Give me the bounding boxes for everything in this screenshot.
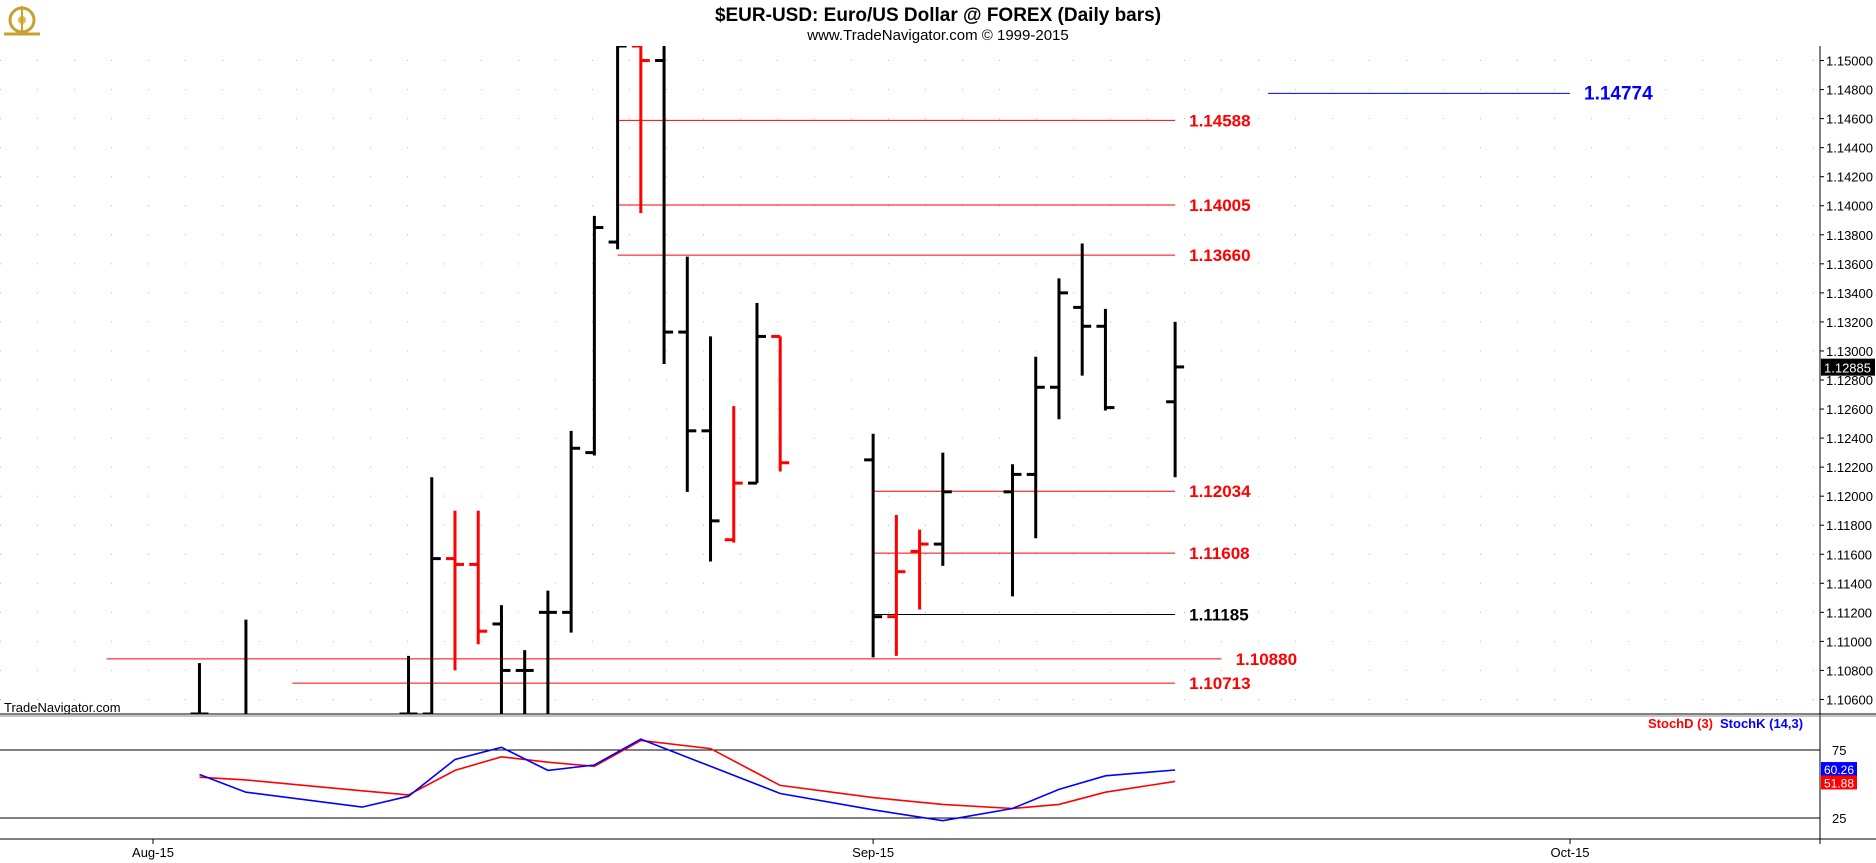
y-tick-label: 1.13000 — [1826, 344, 1873, 359]
copyright-text: www.TradeNavigator.com © 1999-2015 — [806, 27, 1068, 44]
stoch-ref-label: 75 — [1832, 743, 1846, 758]
level-label: 1.14588 — [1189, 111, 1250, 130]
logo — [4, 6, 40, 36]
level-label: 1.11185 — [1189, 606, 1249, 625]
y-tick-label: 1.14400 — [1826, 141, 1873, 156]
stochd-line — [199, 739, 1176, 810]
stochk-value-label: 60.26 — [1824, 763, 1854, 777]
y-tick-label: 1.14200 — [1826, 170, 1873, 185]
level-label: 1.10880 — [1236, 650, 1297, 669]
level-label: 1.14005 — [1189, 196, 1250, 215]
price-panel: 1.10600 1.10800 1.11000 1.11200 1.11400 1.116… — [0, 46, 1876, 844]
y-tick-label: 1.14600 — [1826, 112, 1873, 127]
y-tick-label: 1.11800 — [1826, 518, 1872, 533]
y-tick-label: 1.12600 — [1826, 402, 1873, 417]
ohlc-bar — [585, 215, 604, 456]
stochk-value-tag — [1821, 762, 1857, 777]
y-tick-label: 1.12000 — [1826, 489, 1873, 504]
ohlc-bar — [445, 510, 464, 671]
y-tick-label: 1.13400 — [1826, 286, 1873, 301]
ohlc-bar — [887, 515, 906, 656]
ohlc-bars — [190, 46, 1185, 714]
ohlc-bar — [771, 334, 790, 472]
y-tick-label: 1.11600 — [1826, 547, 1872, 562]
ohlc-bar — [910, 529, 929, 610]
y-tick-label: 1.13200 — [1826, 315, 1873, 330]
stochd-value-tag — [1821, 775, 1857, 790]
ohlc-bar — [190, 663, 209, 714]
ohlc-bar — [244, 619, 248, 714]
stochk-line — [199, 738, 1176, 822]
level-label: 1.14774 — [1584, 83, 1653, 104]
ohlc-bar — [631, 46, 650, 213]
last-price-tag — [1821, 358, 1875, 376]
y-tick-label: 1.11000 — [1826, 634, 1872, 649]
ohlc-bar — [1166, 321, 1185, 478]
ohlc-bar — [864, 433, 883, 658]
ohlc-bar — [399, 655, 418, 714]
level-label: 1.11608 — [1189, 544, 1250, 563]
legend-stochd: StochD (3) — [1648, 716, 1713, 731]
y-tick-label: 1.10600 — [1826, 692, 1873, 707]
y-tick-label: 1.13800 — [1826, 228, 1873, 243]
ohlc-bar — [1073, 243, 1092, 376]
ohlc-bar — [1049, 278, 1068, 420]
ohlc-bar — [933, 452, 952, 566]
stochd-value-label: 51.88 — [1824, 776, 1854, 790]
y-tick-label: 1.13600 — [1826, 257, 1873, 272]
ohlc-bar — [562, 430, 581, 633]
y-tick-label: 1.15000 — [1826, 54, 1873, 69]
ohlc-bar — [492, 605, 511, 714]
x-tick-label: Oct-15 — [1551, 845, 1590, 860]
y-tick-label: 1.12400 — [1826, 431, 1873, 446]
ohlc-bar — [747, 303, 766, 485]
ohlc-bar — [724, 406, 743, 543]
ohlc-bar — [1026, 356, 1045, 539]
ohlc-bar — [655, 46, 674, 365]
ohlc-bar — [469, 510, 488, 645]
watermark-text: TradeNavigator.com — [4, 700, 121, 715]
ohlc-bar — [1096, 308, 1115, 411]
gyroscope-logo-icon — [4, 6, 40, 36]
level-label: 1.10713 — [1189, 674, 1250, 693]
ohlc-bar — [1003, 464, 1022, 597]
last-price-label: 1.12885 — [1824, 361, 1871, 376]
y-tick-label: 1.11400 — [1826, 576, 1872, 591]
level-label: 1.13660 — [1189, 246, 1250, 265]
ohlc-bar — [515, 650, 534, 714]
ohlc-bar — [538, 590, 557, 714]
ohlc-bar — [701, 336, 720, 562]
x-tick-label: Sep-15 — [852, 845, 894, 860]
y-tick-label: 1.12800 — [1826, 373, 1873, 388]
price-plot-area — [0, 46, 1820, 714]
chart-title: $EUR-USD: Euro/US Dollar @ FOREX (Daily … — [715, 5, 1161, 26]
legend-stochk: StochK (14,3) — [1720, 716, 1803, 731]
level-label: 1.12034 — [1189, 482, 1251, 501]
y-tick-label: 1.14000 — [1826, 199, 1873, 214]
ohlc-bar — [678, 256, 697, 492]
ohlc-bar — [422, 477, 441, 714]
x-tick-label: Aug-15 — [132, 845, 174, 860]
y-tick-label: 1.10800 — [1826, 663, 1873, 678]
ohlc-bar — [608, 46, 627, 250]
y-tick-label: 1.11200 — [1826, 605, 1872, 620]
stoch-ref-label: 25 — [1832, 811, 1846, 826]
y-tick-label: 1.14800 — [1826, 83, 1873, 98]
y-tick-label: 1.12200 — [1826, 460, 1873, 475]
